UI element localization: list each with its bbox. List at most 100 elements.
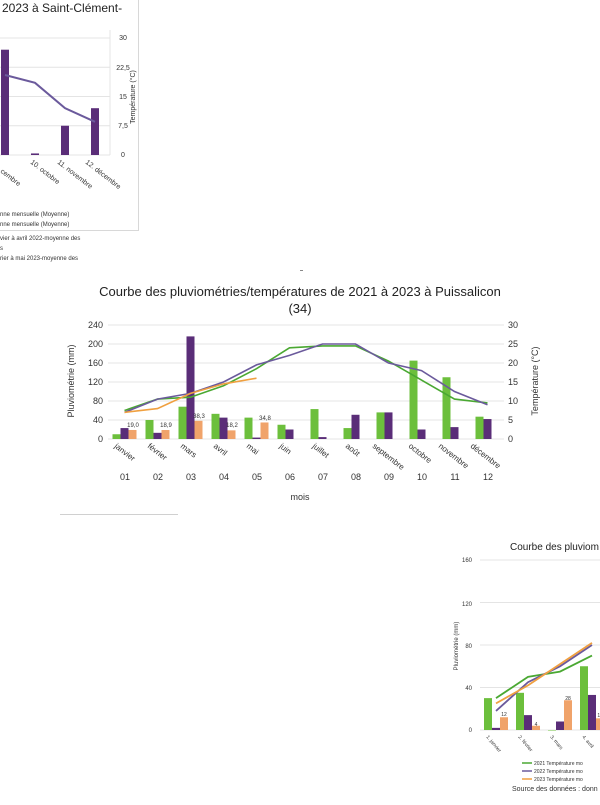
bottom-chart-data-labels: 12 4 28 11 <box>501 696 600 728</box>
temperature-line <box>124 343 488 414</box>
legend-entry: 2023 Température mo <box>534 777 583 783</box>
main-chart-y2-label: Température (°C) <box>530 346 540 415</box>
main-chart-svg: 240 200 160 120 80 40 0 30 25 20 15 10 5… <box>66 320 540 502</box>
x-tick-number: 03 <box>186 472 196 482</box>
bar <box>145 420 154 439</box>
x-tick-month: octobre <box>407 441 434 465</box>
note-line: rier à mai 2023-moyenne des <box>0 256 79 262</box>
y-tick: 160 <box>88 358 103 368</box>
data-label: 18,2 <box>226 423 238 429</box>
main-chart-y-label: Pluviométrie (mm) <box>66 344 76 417</box>
main-chart-month-numbers: 01 02 03 04 05 06 07 08 09 10 11 12 <box>120 472 493 482</box>
x-tick-number: 12 <box>483 472 493 482</box>
temperature-line <box>124 377 257 414</box>
x-tick-number: 04 <box>219 472 229 482</box>
note-line: vier à avril 2022-moyenne des <box>0 236 81 242</box>
top-chart-y2-ticks: 30 22,5 15 7,5 0 <box>116 35 130 159</box>
y2-tick: 25 <box>508 339 518 349</box>
bar <box>31 153 39 155</box>
x-tick-number: 07 <box>318 472 328 482</box>
y2-tick: 15 <box>508 377 518 387</box>
bar <box>128 429 137 439</box>
bar <box>285 429 294 439</box>
data-label: 28 <box>565 696 571 702</box>
main-chart-y-ticks: 240 200 160 120 80 40 0 <box>88 320 103 444</box>
x-tick-number: 02 <box>153 472 163 482</box>
bar <box>548 730 556 731</box>
bar <box>252 437 261 439</box>
temperature-line <box>495 644 593 712</box>
bar <box>244 417 253 439</box>
bar <box>556 721 564 730</box>
bar <box>532 725 540 730</box>
bar <box>580 666 588 730</box>
x-tick-month: septembre <box>371 441 407 472</box>
top-chart-bars <box>1 49 99 156</box>
main-chart-month-names: janvier février mars avril mai juin juil… <box>112 441 503 472</box>
partial-chart-top-left: 2023 à Saint-Clément- 30 22,5 15 7,5 0 T… <box>0 0 139 231</box>
x-tick-number: 08 <box>351 472 361 482</box>
bar <box>61 125 69 155</box>
y-tick: 40 <box>93 415 103 425</box>
legend-entry: nne mensuelle (Moyenne) <box>0 222 69 228</box>
bar <box>376 412 385 439</box>
y2-tick: 5 <box>508 415 513 425</box>
main-chart-title-line2: (34) <box>288 301 312 316</box>
bar <box>492 727 500 730</box>
x-tick-number: 11 <box>450 472 459 482</box>
top-chart-y2-label: Température (°C) <box>129 70 137 124</box>
bottom-chart-x-ticks: 1. janvier 2. février 3. mars 4. avril <box>484 734 594 754</box>
bar <box>343 428 352 439</box>
bar <box>483 419 492 439</box>
legend-entry: 2022 Température mo <box>534 769 583 775</box>
bar <box>516 692 524 730</box>
bar <box>318 437 327 439</box>
data-label: 4 <box>535 722 538 728</box>
x-tick-month: mai <box>245 441 261 456</box>
bar <box>186 336 195 439</box>
main-chart-y2-ticks: 30 25 20 15 10 5 0 <box>508 320 518 444</box>
bottom-chart-y-ticks: 160 120 80 40 0 <box>462 558 473 734</box>
main-chart-title: Courbe des pluviométries/températures de… <box>70 283 530 317</box>
y-tick: 0 <box>469 728 473 734</box>
main-chart-bars <box>112 336 492 439</box>
data-label: 38,3 <box>193 414 205 420</box>
x-tick-number: 01 <box>120 472 130 482</box>
bottom-chart-y-label: Pluviométrie (mm) <box>454 622 460 671</box>
main-chart-data-labels: 19,0 18,9 38,3 18,2 34,8 <box>127 414 271 429</box>
bar <box>524 715 532 730</box>
main-chart-x-label: mois <box>290 492 310 502</box>
data-label: 34,8 <box>259 416 271 422</box>
y2-tick: 10 <box>508 396 518 406</box>
top-chart-title: 2023 à Saint-Clément- <box>2 1 122 15</box>
x-tick-month: juillet <box>310 441 331 460</box>
bar <box>91 108 99 155</box>
data-label: 18,9 <box>160 423 172 429</box>
bottom-chart-svg: Courbe des pluviom 160 120 80 40 0 Pluvi… <box>454 542 600 783</box>
y2-tick: 0 <box>121 152 125 159</box>
bar <box>588 694 596 730</box>
x-tick-month: avril <box>212 441 229 457</box>
bar <box>351 414 360 439</box>
bar <box>596 718 600 730</box>
data-label: 11 <box>597 713 600 719</box>
bar <box>161 430 170 439</box>
y2-tick: 0 <box>508 434 513 444</box>
divider-line <box>60 514 178 515</box>
y-tick: 80 <box>465 644 472 650</box>
temperature-line <box>495 642 593 705</box>
main-chart-title-line1: Courbe des pluviométries/températures de… <box>99 284 501 299</box>
legend-entry: nne mensuelle (Moyenne) <box>0 212 69 218</box>
data-label: 12 <box>501 712 507 718</box>
x-tick: 2. février <box>516 734 533 753</box>
x-tick-month: mars <box>179 441 199 459</box>
bar <box>484 698 492 730</box>
note-line: s <box>0 246 3 252</box>
y2-tick: 30 <box>119 35 127 42</box>
bar <box>409 360 418 439</box>
top-chart-temperature-line <box>4 74 96 123</box>
x-tick-number: 10 <box>417 472 427 482</box>
bar <box>442 377 451 439</box>
bottom-chart-bars <box>484 666 600 731</box>
x-tick-month: février <box>146 441 169 462</box>
